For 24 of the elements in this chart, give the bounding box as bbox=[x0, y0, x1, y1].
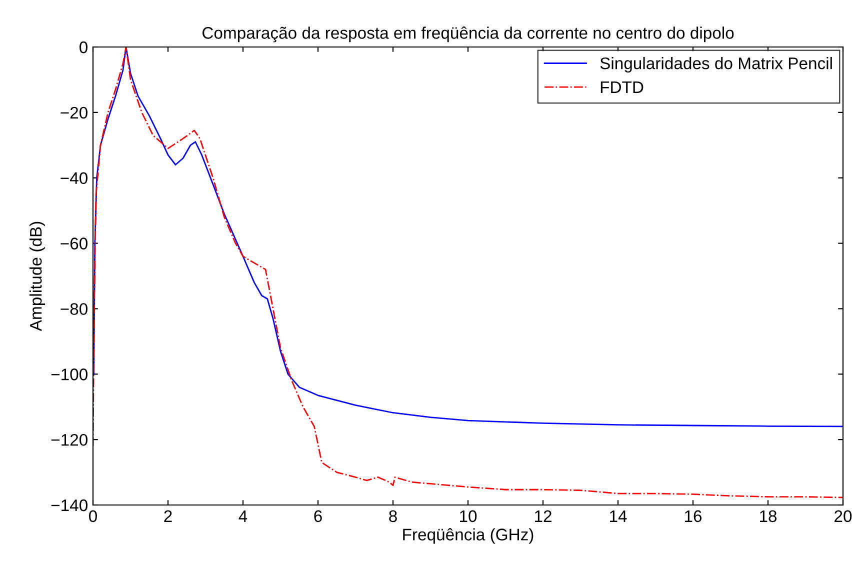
x-tick-label: 0 bbox=[89, 510, 97, 522]
x-tick-label: 14 bbox=[610, 510, 627, 522]
x-axis-title: Freqüência (GHz) bbox=[403, 528, 534, 544]
x-tick-label: 6 bbox=[314, 510, 322, 522]
x-tick-label: 4 bbox=[238, 510, 248, 522]
x-tick-label: 18 bbox=[760, 510, 777, 522]
y-tick-label: −20 bbox=[60, 106, 88, 119]
y-tick-label: −100 bbox=[51, 368, 88, 380]
x-tick-label: 8 bbox=[389, 510, 397, 522]
x-tick-label: 12 bbox=[535, 510, 552, 522]
x-tick-label: 2 bbox=[164, 510, 172, 522]
legend-label: FDTD bbox=[600, 81, 644, 93]
x-tick-label: 16 bbox=[685, 510, 702, 522]
y-tick-label: −40 bbox=[60, 172, 88, 184]
y-tick-label: −140 bbox=[51, 499, 88, 512]
y-tick-label: −60 bbox=[60, 238, 88, 250]
legend-label: Singularidades do Matrix Pencil bbox=[600, 57, 832, 73]
y-axis-title: Amplitude (dB) bbox=[30, 222, 46, 332]
y-tick-label: 0 bbox=[80, 41, 88, 54]
x-tick-label: 20 bbox=[834, 510, 852, 522]
y-tick-label: −120 bbox=[51, 434, 88, 446]
chart-title: Comparação da resposta em freqüência da corrente no centro do dipolo bbox=[202, 26, 734, 42]
x-tick-label: 10 bbox=[460, 510, 477, 522]
y-tick-label: −80 bbox=[60, 303, 88, 315]
